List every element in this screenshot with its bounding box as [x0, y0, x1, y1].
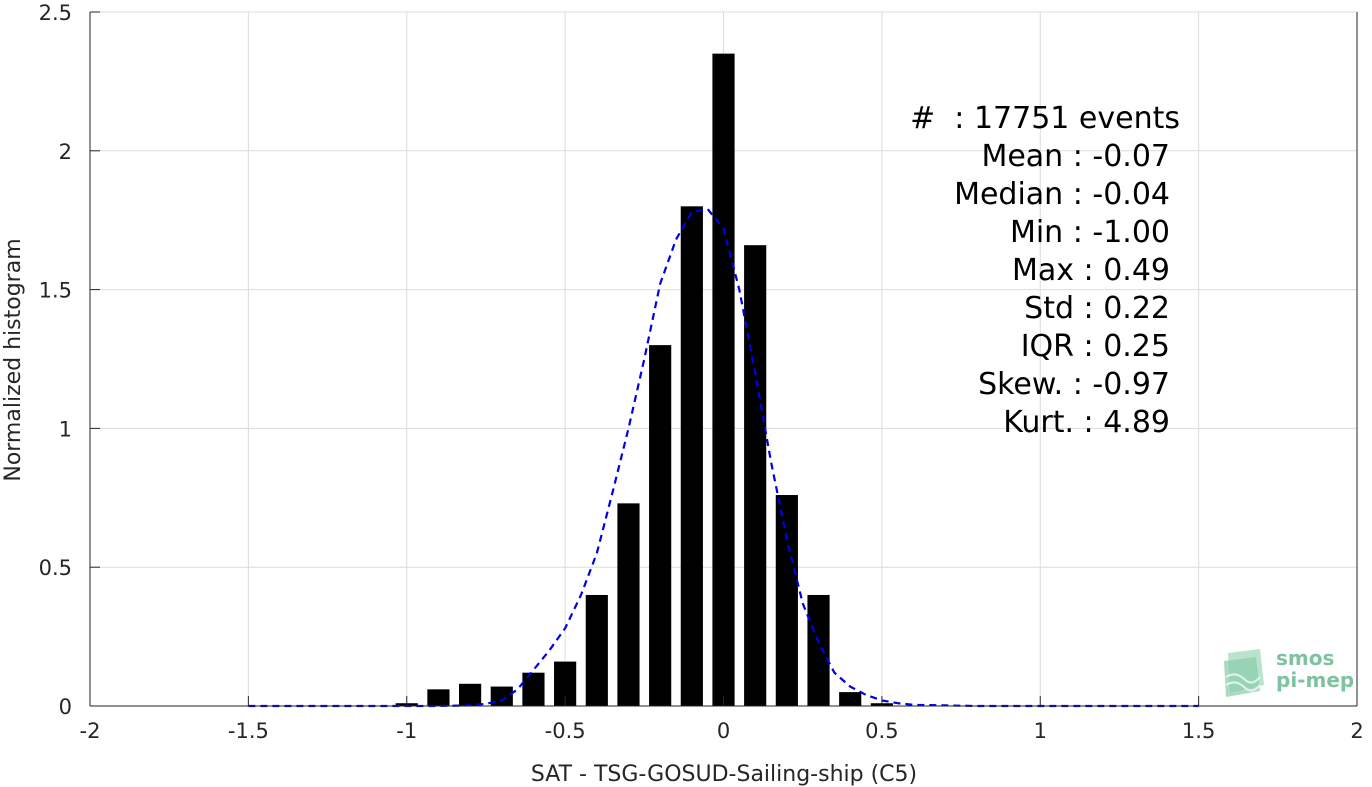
x-tick-label: 1	[1034, 719, 1047, 743]
x-tick-label: 0	[717, 719, 730, 743]
y-tick-label: 0.5	[39, 556, 72, 580]
y-tick-label: 2	[59, 140, 72, 164]
y-axis-label: Normalized histogram	[1, 238, 26, 481]
histogram-bar	[744, 245, 767, 706]
y-tick-label: 1.5	[39, 279, 72, 303]
x-tick-label: 0.5	[865, 719, 898, 743]
stat-std: Std : 0.22	[1024, 291, 1170, 326]
y-tick-label: 2.5	[39, 1, 72, 25]
stat-min: Min : -1.00	[1009, 215, 1170, 250]
stat-mean: Mean : -0.07	[981, 139, 1170, 174]
histogram-bar	[459, 683, 482, 706]
x-tick-label: 1.5	[1182, 719, 1215, 743]
stats-panel: # : 17751 events Mean : -0.07 Median : -…	[820, 100, 1200, 442]
histogram-bar	[427, 689, 450, 706]
y-tick-label: 1	[59, 417, 72, 441]
smos-pi-mep-logo: smos pi-mep	[1218, 645, 1358, 701]
x-tick-label: -1	[396, 719, 417, 743]
logo-mark-icon	[1224, 649, 1264, 697]
histogram-bar	[775, 495, 798, 706]
stat-max: Max : 0.49	[1012, 253, 1170, 288]
histogram-bar	[522, 672, 545, 706]
histogram-bar	[712, 53, 735, 706]
x-tick-label: -2	[80, 719, 101, 743]
x-axis-label: SAT - TSG-GOSUD-Sailing-ship (C5)	[531, 762, 917, 787]
stat-kurt: Kurt. : 4.89	[1003, 405, 1170, 440]
histogram-bar	[554, 661, 577, 706]
logo-line-1: smos	[1276, 646, 1335, 670]
logo-line-2: pi-mep	[1276, 668, 1355, 692]
x-tick-label: -0.5	[545, 719, 586, 743]
stat-iqr: IQR : 0.25	[1020, 329, 1170, 364]
x-tick-label: 2	[1350, 719, 1363, 743]
histogram-bar	[617, 503, 640, 706]
histogram-bar	[490, 686, 513, 706]
axes-group: -2 -1.5 -1 -0.5 0 0.5 1 1.5 2 0 0.5 1 1.5 2 2.5	[39, 1, 1364, 743]
logo-text: smos pi-mep	[1276, 647, 1354, 691]
histogram-bar	[585, 594, 608, 706]
histogram-bar	[680, 206, 703, 706]
stat-skew: Skew. : -0.97	[978, 367, 1170, 402]
histogram-bar	[839, 692, 862, 706]
stat-median: Median : -0.04	[954, 177, 1170, 212]
x-tick-label: -1.5	[228, 719, 269, 743]
y-tick-label: 0	[59, 695, 72, 719]
stat-events: # : 17751 events	[910, 101, 1180, 136]
histogram-bar	[807, 594, 830, 706]
histogram-bar	[649, 345, 672, 706]
